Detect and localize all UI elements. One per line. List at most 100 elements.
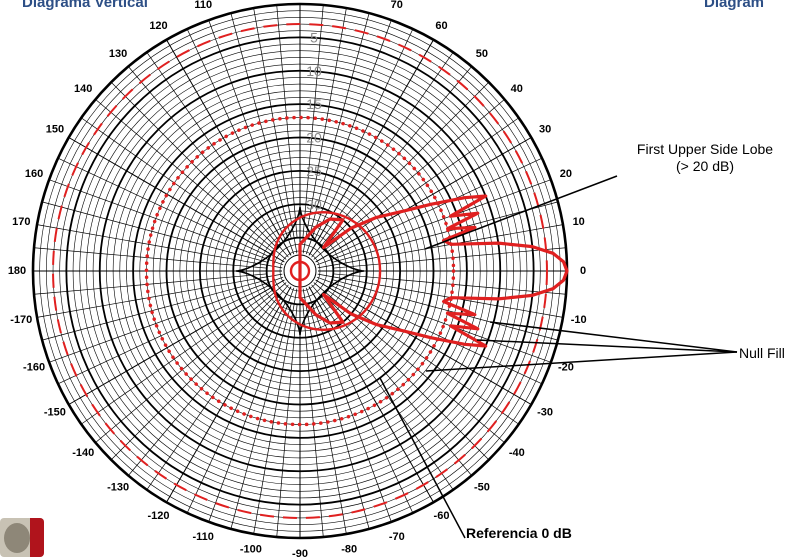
radial-line — [333, 273, 567, 295]
angle-label: -40 — [509, 447, 525, 459]
grid-circle — [39, 10, 561, 532]
angle-label: 170 — [12, 216, 30, 228]
radial-line — [186, 28, 286, 241]
angle-label: 180 — [8, 265, 26, 277]
radial-line — [317, 273, 564, 318]
radial-line — [323, 294, 490, 461]
reference-circle — [52, 23, 548, 519]
radial-line — [305, 287, 392, 523]
radial-line — [128, 284, 289, 476]
angle-labels: 0102030405060708090100110120130140150160… — [8, 0, 587, 557]
grid-circle — [179, 150, 421, 392]
grid-circle — [152, 123, 448, 419]
centre-marker — [289, 260, 311, 282]
angle-label: 0 — [580, 265, 586, 277]
side-lobe-leader — [424, 175, 618, 250]
radial-line — [276, 4, 298, 238]
angle-label: -30 — [537, 406, 553, 418]
radial-line — [330, 157, 543, 257]
grid-circle — [112, 83, 488, 459]
ring-label: 5 — [310, 29, 318, 45]
radial-line — [315, 279, 532, 405]
astroid-curve — [236, 207, 364, 335]
angle-label: 120 — [149, 20, 167, 32]
radial-line — [327, 117, 519, 252]
angle-label: 110 — [194, 0, 212, 11]
reference-leader — [379, 377, 466, 539]
radial-line — [208, 287, 295, 523]
radial-line — [33, 273, 267, 295]
angle-label: 140 — [74, 83, 92, 95]
radial-line — [208, 19, 295, 255]
radial-line — [302, 288, 347, 535]
radial-line — [36, 273, 283, 318]
radial-line — [332, 279, 558, 341]
radial-line — [333, 247, 567, 269]
radial-line — [95, 282, 287, 443]
grid-circle — [165, 136, 435, 406]
grid-circle — [192, 163, 408, 379]
angle-label: 150 — [46, 123, 64, 135]
radial-line — [110, 81, 277, 248]
angle-label: 20 — [560, 168, 572, 180]
radial-line — [146, 52, 281, 244]
angle-label: -10 — [571, 314, 587, 326]
radial-line — [186, 301, 286, 514]
ring-label: 20 — [306, 130, 322, 146]
radial-line — [68, 279, 285, 405]
radial-line — [319, 52, 454, 244]
grid-circle — [98, 69, 502, 473]
radial-line — [302, 304, 324, 538]
null-fill-annotation: Null Fill — [739, 345, 785, 361]
radial-line — [302, 7, 347, 254]
radial-line — [57, 285, 270, 385]
radial-line — [95, 99, 287, 260]
angle-label: 40 — [511, 83, 523, 95]
ring-label: 30 — [306, 196, 322, 212]
grid-circle — [172, 143, 428, 399]
angle-label: 130 — [109, 48, 127, 60]
radial-line — [57, 157, 270, 257]
angle-label: 70 — [391, 0, 403, 11]
angle-label: -50 — [474, 482, 490, 494]
radial-line — [230, 303, 292, 529]
radial-line — [48, 179, 284, 266]
grid-circle — [226, 197, 374, 345]
grid-circle — [159, 130, 441, 412]
angle-label: -170 — [10, 314, 32, 326]
first-upper-side-lobe-label: First Upper Side Lobe — [636, 141, 774, 157]
angle-label: 160 — [25, 168, 43, 180]
radial-line — [166, 286, 292, 503]
angle-label: -60 — [434, 510, 450, 522]
grid-circle — [79, 50, 521, 492]
ring-label: 10 — [306, 63, 322, 79]
diagram-title-horizontal: Diagram — [704, 0, 765, 11]
angle-label: -110 — [192, 531, 213, 543]
dotted-circle — [144, 115, 456, 427]
radial-line — [302, 4, 324, 238]
radial-line — [33, 247, 267, 269]
radial-line — [314, 28, 414, 241]
radial-line — [42, 279, 268, 341]
rear-pattern — [272, 210, 382, 332]
null-fill-leader — [476, 339, 738, 353]
angle-label: -100 — [240, 544, 262, 556]
radial-line — [314, 301, 414, 514]
radial-line — [317, 224, 564, 269]
reference-annotation: Referencia 0 dB — [466, 525, 572, 541]
radial-line — [308, 13, 370, 239]
grid-circle — [132, 103, 468, 439]
radial-line — [308, 303, 370, 529]
radial-line — [128, 66, 289, 258]
grid-circle — [65, 36, 535, 506]
ring-label: 25 — [306, 163, 322, 179]
grid-circle — [139, 110, 461, 432]
annotation-leaders — [379, 175, 738, 539]
angle-label: -90 — [292, 548, 308, 557]
grid-circle — [119, 90, 481, 452]
radial-line — [316, 276, 552, 363]
polar-grid — [31, 2, 569, 540]
radial-line — [276, 304, 298, 538]
angle-label: -20 — [558, 362, 574, 374]
